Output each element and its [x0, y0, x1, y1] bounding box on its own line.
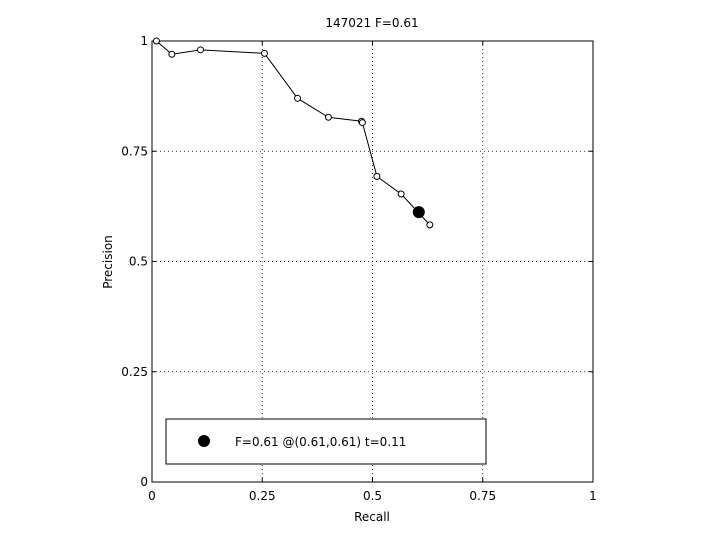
- y-axis-label: Precision: [101, 235, 115, 289]
- pr-curve-point: [373, 172, 381, 180]
- x-tick-label: 0: [148, 489, 156, 503]
- y-tick-label: 0.25: [121, 365, 148, 379]
- pr-curve-point: [168, 50, 176, 58]
- y-tick-label: 0.5: [129, 255, 148, 269]
- x-tick-label: 1: [589, 489, 597, 503]
- legend-box: [165, 418, 487, 465]
- pr-curve-point: [260, 49, 268, 57]
- x-tick-label: 0.75: [469, 489, 496, 503]
- x-tick-label: 0.25: [249, 489, 276, 503]
- pr-curve-point: [397, 190, 405, 198]
- chart-title: 147021 F=0.61: [325, 16, 418, 30]
- grid: [152, 41, 593, 482]
- y-tick-label: 0: [140, 475, 148, 489]
- legend: F=0.61 @(0.61,0.61) t=0.11: [165, 418, 487, 465]
- pr-curve-point: [324, 113, 332, 121]
- y-tick-label: 0.75: [121, 144, 148, 158]
- legend-entry: F=0.61 @(0.61,0.61) t=0.11: [235, 435, 406, 449]
- pr-curve-point: [294, 94, 302, 102]
- best-f-point: [412, 206, 425, 219]
- pr-curve-point: [358, 119, 366, 127]
- x-tick-label: 0.5: [363, 489, 382, 503]
- pr-curve-point: [152, 37, 160, 45]
- legend-marker: [198, 435, 210, 447]
- pr-curve-point: [426, 221, 434, 229]
- series-layer: [152, 37, 434, 229]
- tick-labels: 0 0.25 0.5 0.75 1 0 0.25 0.5 0.75 1: [121, 34, 597, 503]
- pr-curve-point: [197, 46, 205, 54]
- x-axis-label: Recall: [354, 510, 390, 524]
- y-tick-label: 1: [140, 34, 148, 48]
- pr-curve-line: [156, 40, 431, 226]
